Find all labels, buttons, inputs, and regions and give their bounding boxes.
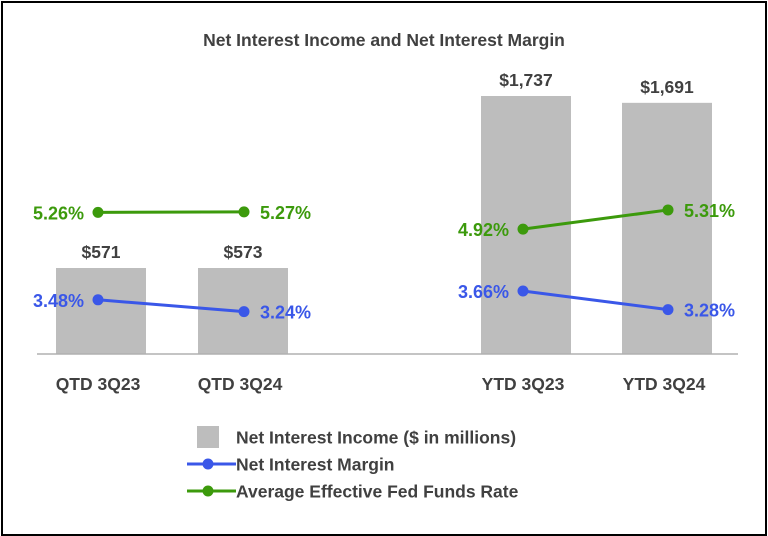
average-effective-fed-funds-rate-point-qtd-3q24 xyxy=(238,206,250,218)
net-interest-margin-point-qtd-3q24 xyxy=(238,306,250,318)
legend: Net Interest Income ($ in millions) Net I… xyxy=(187,426,519,502)
net-interest-margin-label-qtd-3q23: 3.48% xyxy=(33,291,84,311)
bar-label-qtd-3q23: $571 xyxy=(82,242,121,262)
average-effective-fed-funds-rate-point-ytd-3q23 xyxy=(517,223,529,235)
net-interest-margin-point-ytd-3q24 xyxy=(662,304,674,316)
net-interest-margin-label-ytd-3q24: 3.28% xyxy=(684,301,735,321)
net-interest-margin-segment-1 xyxy=(97,298,245,314)
chart-title: Net Interest Income and Net Interest Mar… xyxy=(203,30,565,50)
legend-swatch-net-interest-income-in-millions xyxy=(197,426,219,448)
x-tick-labels: QTD 3Q23 QTD 3Q24 YTD 3Q23 YTD 3Q24 xyxy=(56,374,706,394)
average-effective-fed-funds-rate-point-ytd-3q24 xyxy=(662,204,674,216)
x-tick-qtd-3q23: QTD 3Q23 xyxy=(56,374,141,394)
bar-label-qtd-3q24: $573 xyxy=(224,242,263,262)
bar-label-ytd-3q23: $1,737 xyxy=(499,70,553,90)
average-effective-fed-funds-rate-label-qtd-3q23: 5.26% xyxy=(33,203,84,223)
x-tick-qtd-3q24: QTD 3Q24 xyxy=(198,374,283,394)
net-interest-margin-label-qtd-3q24: 3.24% xyxy=(260,303,311,323)
average-effective-fed-funds-rate-label-ytd-3q24: 5.31% xyxy=(684,201,735,221)
bar-label-ytd-3q24: $1,691 xyxy=(640,77,694,97)
bar-qtd-3q23 xyxy=(56,268,146,354)
legend-label-net-interest-income-in-millions: Net Interest Income ($ in millions) xyxy=(236,428,516,448)
average-effective-fed-funds-rate-segment-2 xyxy=(522,208,669,231)
legend-marker-net-interest-margin xyxy=(202,458,214,470)
average-effective-fed-funds-rate-label-qtd-3q24: 5.27% xyxy=(260,203,311,223)
average-effective-fed-funds-rate-label-ytd-3q23: 4.92% xyxy=(458,220,509,240)
net-interest-margin-point-qtd-3q23 xyxy=(92,294,104,306)
average-effective-fed-funds-rate-point-qtd-3q23 xyxy=(92,206,104,218)
x-tick-ytd-3q23: YTD 3Q23 xyxy=(482,374,565,394)
legend-marker-average-effective-fed-funds-rate xyxy=(202,485,214,497)
line-series-group: 5.26% 5.27% 4.92% 5.31% 3.48% 3.24% 3.66% 3.28% xyxy=(33,201,735,323)
net-interest-margin-segment-2 xyxy=(522,289,669,312)
net-interest-margin-label-ytd-3q23: 3.66% xyxy=(458,282,509,302)
legend-label-average-effective-fed-funds-rate: Average Effective Fed Funds Rate xyxy=(236,482,519,502)
x-tick-ytd-3q24: YTD 3Q24 xyxy=(623,374,706,394)
legend-label-net-interest-margin: Net Interest Margin xyxy=(236,455,395,475)
net-interest-margin-point-ytd-3q23 xyxy=(517,285,529,297)
